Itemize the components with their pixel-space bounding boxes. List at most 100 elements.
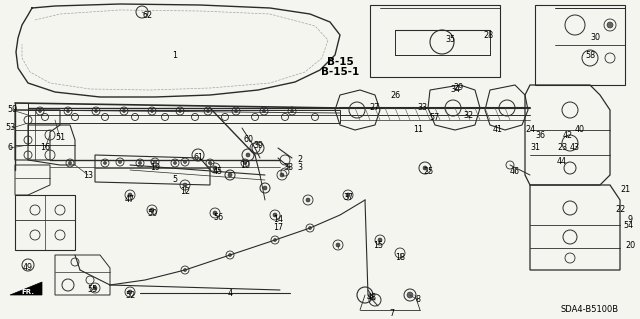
Text: 34: 34 — [450, 85, 460, 94]
Text: 29: 29 — [453, 84, 463, 93]
Circle shape — [308, 226, 312, 229]
Circle shape — [243, 161, 246, 165]
Text: 57: 57 — [430, 114, 440, 122]
Text: 11: 11 — [413, 125, 423, 135]
Text: 10: 10 — [240, 160, 250, 169]
Text: 62: 62 — [143, 11, 153, 19]
Text: 52: 52 — [125, 291, 135, 300]
Text: 12: 12 — [180, 188, 190, 197]
Text: 22: 22 — [615, 205, 625, 214]
Circle shape — [138, 161, 141, 165]
Circle shape — [184, 269, 186, 271]
Text: 21: 21 — [620, 186, 630, 195]
Circle shape — [179, 109, 182, 113]
Bar — [535, 5, 625, 85]
Circle shape — [407, 292, 413, 298]
Text: 20: 20 — [625, 241, 635, 249]
Text: 33: 33 — [417, 103, 427, 113]
Circle shape — [150, 109, 154, 113]
Text: FR.: FR. — [22, 289, 35, 295]
Text: 17: 17 — [273, 224, 283, 233]
Circle shape — [68, 161, 72, 165]
Text: 26: 26 — [390, 91, 400, 100]
Text: 47: 47 — [125, 196, 135, 204]
Text: 31: 31 — [530, 144, 540, 152]
Circle shape — [95, 109, 97, 113]
Text: 50: 50 — [147, 209, 157, 218]
Text: 41: 41 — [493, 125, 503, 135]
Text: 56: 56 — [213, 213, 223, 222]
Text: 5: 5 — [172, 175, 177, 184]
Text: 51: 51 — [55, 133, 65, 143]
Text: 42: 42 — [563, 130, 573, 139]
Text: SDA4-B5100B: SDA4-B5100B — [561, 306, 619, 315]
Text: 61: 61 — [193, 153, 203, 162]
Text: 44: 44 — [557, 158, 567, 167]
Text: 58: 58 — [585, 50, 595, 60]
Text: 43: 43 — [570, 144, 580, 152]
Text: 38: 38 — [283, 164, 293, 173]
Text: 24: 24 — [525, 125, 535, 135]
Circle shape — [306, 198, 310, 202]
Circle shape — [150, 208, 154, 212]
Circle shape — [128, 290, 132, 294]
Bar — [370, 5, 500, 77]
Text: 8: 8 — [415, 295, 420, 305]
Text: 14: 14 — [273, 216, 283, 225]
Circle shape — [207, 109, 209, 113]
Text: 1: 1 — [173, 50, 177, 60]
Text: 49: 49 — [23, 263, 33, 272]
Circle shape — [263, 186, 267, 190]
Circle shape — [346, 193, 350, 197]
Circle shape — [183, 183, 187, 187]
Text: 54: 54 — [623, 220, 633, 229]
Text: 3: 3 — [298, 164, 303, 173]
Text: 16: 16 — [40, 144, 50, 152]
Circle shape — [234, 109, 237, 113]
Text: 37: 37 — [343, 194, 353, 203]
Text: 23: 23 — [557, 144, 567, 152]
Circle shape — [291, 109, 294, 113]
Circle shape — [184, 160, 186, 164]
Circle shape — [93, 286, 97, 290]
Circle shape — [246, 153, 250, 157]
Circle shape — [336, 243, 340, 247]
Text: 60: 60 — [243, 136, 253, 145]
Text: 48: 48 — [367, 293, 377, 302]
Circle shape — [213, 166, 217, 170]
Circle shape — [122, 109, 125, 113]
Text: 46: 46 — [510, 167, 520, 176]
Text: 55: 55 — [87, 286, 97, 294]
Circle shape — [213, 211, 217, 215]
Circle shape — [67, 109, 70, 113]
Text: 30: 30 — [590, 33, 600, 42]
Text: B-15-1: B-15-1 — [321, 67, 359, 77]
Text: 15: 15 — [373, 241, 383, 249]
Circle shape — [273, 239, 276, 241]
Text: 27: 27 — [370, 103, 380, 113]
Circle shape — [118, 160, 122, 164]
Circle shape — [128, 193, 132, 197]
Text: 35: 35 — [445, 35, 455, 44]
Circle shape — [273, 213, 277, 217]
Circle shape — [423, 166, 427, 170]
Text: 32: 32 — [463, 110, 473, 120]
Text: 9: 9 — [627, 216, 632, 225]
Text: 53: 53 — [5, 123, 15, 132]
Circle shape — [280, 173, 284, 177]
Text: 2: 2 — [298, 155, 303, 165]
Text: 40: 40 — [575, 125, 585, 135]
Circle shape — [38, 109, 42, 113]
Text: 7: 7 — [389, 308, 395, 317]
Circle shape — [104, 161, 106, 165]
Circle shape — [173, 161, 177, 165]
Text: 19: 19 — [150, 164, 160, 173]
Text: 6: 6 — [8, 144, 13, 152]
Text: 59: 59 — [7, 106, 17, 115]
Text: 4: 4 — [227, 288, 232, 298]
Text: 18: 18 — [395, 254, 405, 263]
Text: B-15: B-15 — [326, 57, 353, 67]
Circle shape — [607, 22, 613, 28]
Circle shape — [154, 160, 157, 164]
Text: 25: 25 — [423, 167, 433, 176]
